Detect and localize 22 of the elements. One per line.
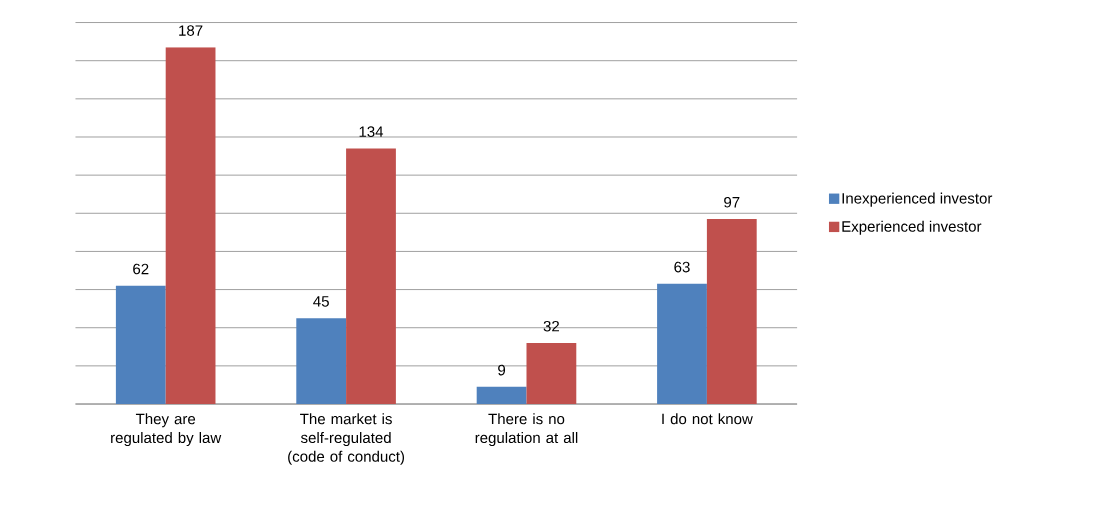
data-label: 134 bbox=[359, 126, 384, 137]
data-label: 32 bbox=[543, 320, 559, 332]
bar bbox=[706, 218, 757, 404]
data-label: 187 bbox=[179, 25, 203, 36]
bar bbox=[296, 318, 347, 404]
bar bbox=[476, 386, 527, 404]
legend-label: Inexperienced investor bbox=[842, 192, 993, 207]
data-label: 62 bbox=[133, 263, 149, 275]
bar bbox=[346, 148, 396, 404]
bar bbox=[165, 47, 216, 404]
x-tick-label: They are regulated by law bbox=[111, 413, 222, 446]
bar bbox=[526, 342, 577, 404]
x-tick-label: There is no regulation at all bbox=[475, 413, 578, 446]
legend-label: Experienced investor bbox=[842, 220, 982, 235]
bar bbox=[115, 285, 166, 404]
data-label: 97 bbox=[724, 196, 740, 208]
x-tick-label: The market is self-regulated (code of conduct) bbox=[288, 413, 405, 465]
data-label: 63 bbox=[674, 261, 690, 273]
x-tick-label: I do not know bbox=[662, 413, 753, 425]
data-label: 9 bbox=[498, 364, 506, 376]
bar bbox=[657, 283, 707, 404]
data-label: 45 bbox=[313, 296, 329, 307]
